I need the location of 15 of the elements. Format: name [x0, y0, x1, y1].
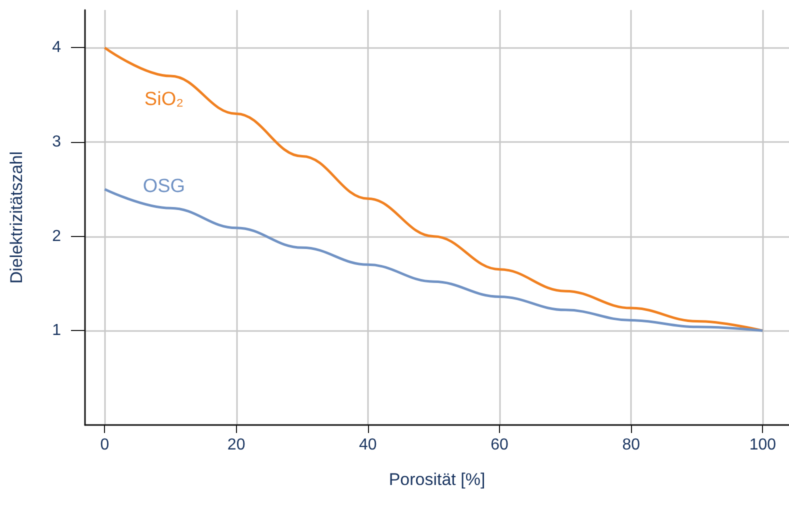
x-tick-label: 100 — [749, 436, 776, 454]
y-axis-title: Dielektrizitätszahl — [7, 151, 26, 284]
x-tick-label: 80 — [622, 436, 640, 454]
y-tick-label: 4 — [52, 39, 62, 56]
x-tick-label: 0 — [100, 436, 110, 454]
line-series — [103, 46, 764, 332]
x-axis-title: Porosität [%] — [388, 470, 486, 489]
x-tick-label: 20 — [227, 436, 246, 454]
series-label: SiO₂ — [144, 89, 184, 110]
y-tick-label: 1 — [52, 322, 62, 340]
series-label: OSG — [142, 176, 186, 198]
y-tick-label: 2 — [52, 228, 62, 245]
y-tick-label: 3 — [52, 134, 62, 151]
x-tick-label: 60 — [490, 436, 509, 454]
x-tick-label: 40 — [359, 436, 377, 454]
